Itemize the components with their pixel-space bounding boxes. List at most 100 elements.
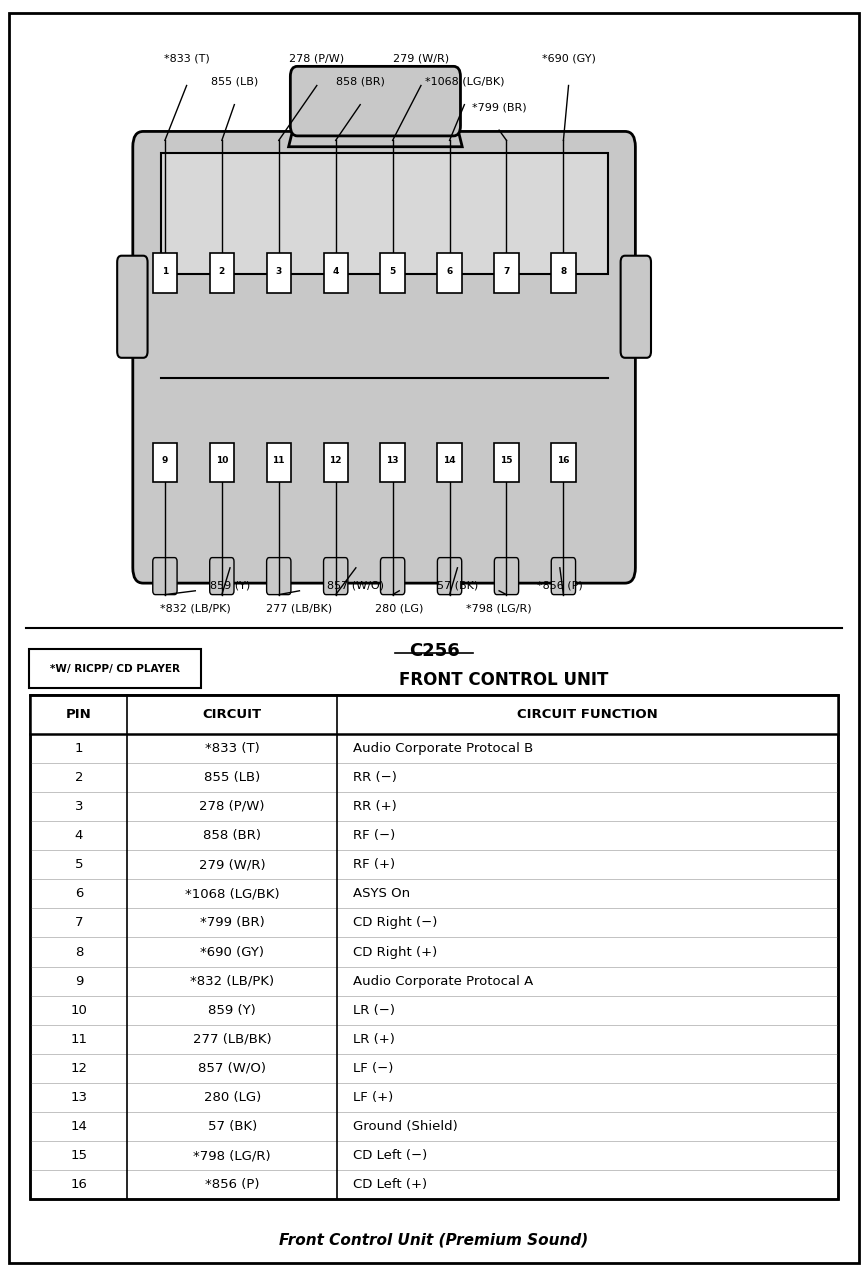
Bar bbox=[437, 254, 462, 292]
Text: 8: 8 bbox=[560, 267, 567, 276]
Bar bbox=[30, 695, 838, 1199]
Polygon shape bbox=[288, 77, 462, 147]
Text: *798 (LG/R): *798 (LG/R) bbox=[466, 604, 532, 614]
Bar bbox=[30, 695, 838, 734]
Text: 7: 7 bbox=[75, 916, 83, 929]
Text: *690 (GY): *690 (GY) bbox=[542, 54, 595, 64]
Text: Ground (Shield): Ground (Shield) bbox=[352, 1120, 457, 1133]
FancyBboxPatch shape bbox=[324, 558, 348, 595]
Text: 11: 11 bbox=[273, 457, 285, 466]
Text: 3: 3 bbox=[276, 267, 282, 276]
FancyBboxPatch shape bbox=[380, 558, 404, 595]
Text: *833 (T): *833 (T) bbox=[205, 741, 260, 755]
Text: 858 (BR): 858 (BR) bbox=[336, 77, 385, 87]
Text: *833 (T): *833 (T) bbox=[164, 54, 209, 64]
Text: 9: 9 bbox=[161, 457, 168, 466]
Text: 7: 7 bbox=[503, 267, 510, 276]
Text: RF (+): RF (+) bbox=[352, 859, 395, 872]
Text: LF (−): LF (−) bbox=[352, 1062, 393, 1074]
Text: 278 (P/W): 278 (P/W) bbox=[200, 800, 265, 813]
FancyBboxPatch shape bbox=[621, 255, 651, 357]
Bar bbox=[210, 443, 234, 482]
FancyBboxPatch shape bbox=[117, 255, 148, 357]
Text: CD Left (+): CD Left (+) bbox=[352, 1178, 427, 1192]
Text: RR (+): RR (+) bbox=[352, 800, 397, 813]
Text: *856 (P): *856 (P) bbox=[537, 581, 582, 591]
Text: 16: 16 bbox=[557, 457, 569, 466]
Text: 4: 4 bbox=[332, 267, 339, 276]
Text: FRONT CONTROL UNIT
(PREMIUM SOUND): FRONT CONTROL UNIT (PREMIUM SOUND) bbox=[398, 671, 608, 713]
Text: *832 (LB/PK): *832 (LB/PK) bbox=[190, 975, 274, 988]
Text: *799 (BR): *799 (BR) bbox=[472, 102, 526, 112]
Text: 14: 14 bbox=[70, 1120, 88, 1133]
Bar bbox=[437, 443, 462, 482]
Bar bbox=[551, 254, 575, 292]
Text: RR (−): RR (−) bbox=[352, 771, 397, 783]
Bar bbox=[324, 443, 348, 482]
Text: CIRCUIT FUNCTION: CIRCUIT FUNCTION bbox=[517, 708, 658, 721]
Bar bbox=[495, 443, 519, 482]
Bar bbox=[153, 443, 177, 482]
Text: 16: 16 bbox=[70, 1178, 88, 1192]
Text: 859 (Y): 859 (Y) bbox=[208, 1004, 256, 1017]
Text: Audio Corporate Protocal A: Audio Corporate Protocal A bbox=[352, 975, 533, 988]
Text: 1: 1 bbox=[161, 267, 168, 276]
FancyBboxPatch shape bbox=[551, 558, 575, 595]
Bar bbox=[324, 254, 348, 292]
Text: 2: 2 bbox=[75, 771, 83, 783]
Text: 857 (W/O): 857 (W/O) bbox=[327, 581, 385, 591]
Text: LR (+): LR (+) bbox=[352, 1032, 395, 1046]
Text: 10: 10 bbox=[215, 457, 228, 466]
Text: 277 (LB/BK): 277 (LB/BK) bbox=[266, 604, 332, 614]
FancyBboxPatch shape bbox=[290, 66, 460, 137]
Text: *1068 (LG/BK): *1068 (LG/BK) bbox=[185, 887, 279, 901]
Text: 4: 4 bbox=[75, 829, 83, 842]
Text: Front Control Unit (Premium Sound): Front Control Unit (Premium Sound) bbox=[279, 1233, 589, 1248]
Text: *690 (GY): *690 (GY) bbox=[201, 946, 264, 958]
Text: 279 (W/R): 279 (W/R) bbox=[393, 54, 449, 64]
Text: ASYS On: ASYS On bbox=[352, 887, 410, 901]
Bar bbox=[266, 254, 291, 292]
Text: PIN: PIN bbox=[66, 708, 92, 721]
Text: 9: 9 bbox=[75, 975, 83, 988]
Text: Audio Corporate Protocal B: Audio Corporate Protocal B bbox=[352, 741, 533, 755]
Text: 859 (Y): 859 (Y) bbox=[210, 581, 250, 591]
Text: CD Right (+): CD Right (+) bbox=[352, 946, 437, 958]
Text: *1068 (LG/BK): *1068 (LG/BK) bbox=[424, 77, 504, 87]
Bar bbox=[30, 695, 838, 1199]
Text: *798 (LG/R): *798 (LG/R) bbox=[194, 1150, 271, 1162]
Text: 5: 5 bbox=[75, 859, 83, 872]
Bar bbox=[161, 153, 608, 274]
Text: 2: 2 bbox=[219, 267, 225, 276]
Bar bbox=[380, 443, 404, 482]
Bar bbox=[380, 254, 404, 292]
Text: 15: 15 bbox=[500, 457, 513, 466]
Text: *W/ RICPP/ CD PLAYER: *W/ RICPP/ CD PLAYER bbox=[49, 664, 180, 674]
Text: 57 (BK): 57 (BK) bbox=[207, 1120, 257, 1133]
Text: *832 (LB/PK): *832 (LB/PK) bbox=[160, 604, 231, 614]
Text: 13: 13 bbox=[70, 1091, 88, 1104]
Text: 6: 6 bbox=[446, 267, 453, 276]
Text: 8: 8 bbox=[75, 946, 83, 958]
Text: 855 (LB): 855 (LB) bbox=[204, 771, 260, 783]
FancyBboxPatch shape bbox=[133, 131, 635, 583]
Bar bbox=[153, 254, 177, 292]
FancyBboxPatch shape bbox=[210, 558, 234, 595]
Bar bbox=[551, 443, 575, 482]
Text: 3: 3 bbox=[75, 800, 83, 813]
Text: 280 (LG): 280 (LG) bbox=[375, 604, 424, 614]
FancyBboxPatch shape bbox=[29, 649, 201, 688]
Text: 12: 12 bbox=[330, 457, 342, 466]
Bar bbox=[266, 443, 291, 482]
Text: 279 (W/R): 279 (W/R) bbox=[199, 859, 266, 872]
Text: 857 (W/O): 857 (W/O) bbox=[198, 1062, 266, 1074]
Text: CIRCUIT: CIRCUIT bbox=[202, 708, 262, 721]
FancyBboxPatch shape bbox=[266, 558, 291, 595]
Bar bbox=[495, 254, 519, 292]
Text: *799 (BR): *799 (BR) bbox=[200, 916, 265, 929]
Text: LF (+): LF (+) bbox=[352, 1091, 393, 1104]
Text: 6: 6 bbox=[75, 887, 83, 901]
Text: 57 (BK): 57 (BK) bbox=[437, 581, 478, 591]
FancyBboxPatch shape bbox=[495, 558, 519, 595]
Text: 14: 14 bbox=[444, 457, 456, 466]
